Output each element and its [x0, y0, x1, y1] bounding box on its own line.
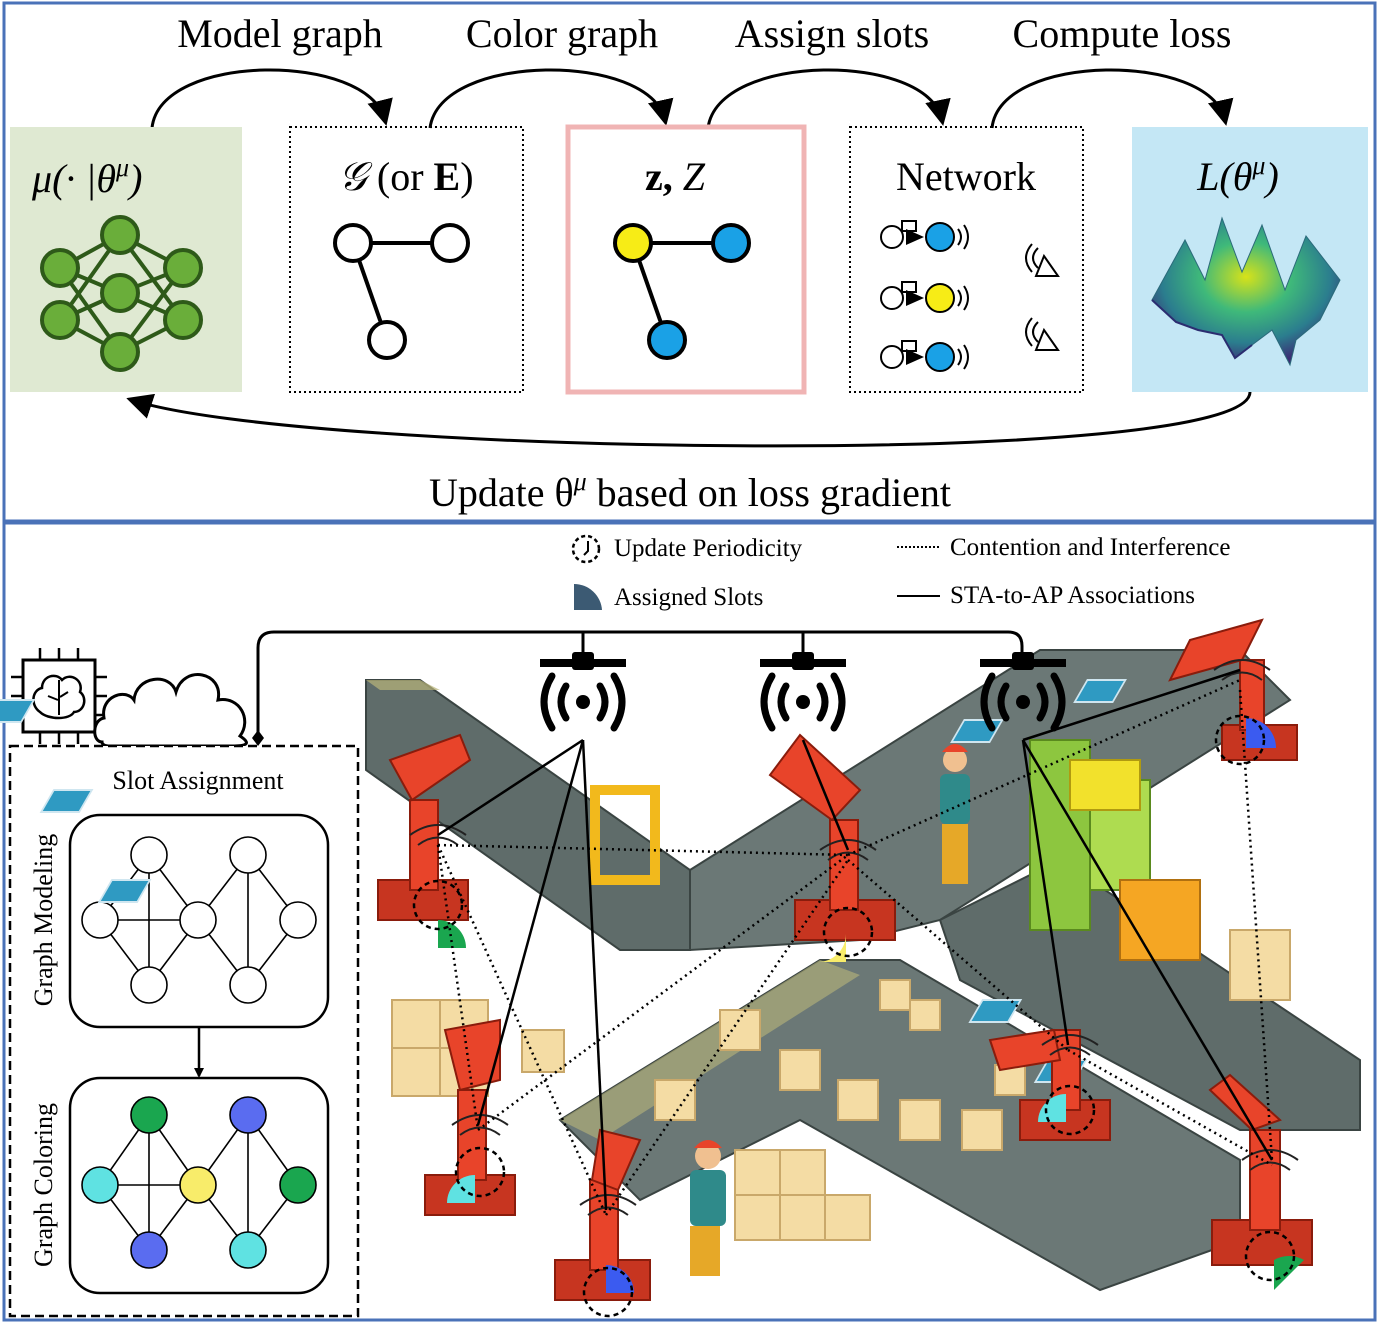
periodicity-robot-7 — [1244, 1230, 1296, 1282]
legend-contention: Contention and Interference — [950, 534, 1230, 561]
cargo-box — [909, 999, 941, 1031]
arrow-compute-loss — [990, 68, 1234, 129]
station-row-3 — [880, 340, 969, 372]
cloud-icon — [93, 673, 248, 748]
legend: Update Periodicity Assigned Slots Conten… — [571, 534, 1230, 611]
arrow-assign-slots — [706, 68, 951, 129]
cargo-box — [824, 1194, 871, 1241]
periodicity-robot-2 — [822, 906, 874, 958]
slot-wedge-robot-6 — [1038, 1094, 1066, 1122]
cargo-box — [837, 1079, 879, 1121]
signal-icon — [957, 224, 969, 250]
step-label-compute-loss: Compute loss — [1013, 11, 1232, 56]
step-label-model-graph: Model graph — [177, 11, 383, 56]
robot-arm-4 — [424, 1018, 516, 1216]
station-row-2 — [880, 281, 969, 313]
slot-wedge-robot-3 — [1246, 718, 1276, 748]
arch-machine — [590, 785, 660, 885]
step-label-color-graph: Color graph — [466, 11, 658, 56]
graph-box — [289, 126, 524, 393]
packet-icon — [901, 281, 917, 293]
factory-floor — [0, 618, 1361, 1318]
cargo-box — [899, 1099, 941, 1141]
feedback-arrow — [126, 391, 1252, 448]
cargo-box — [719, 1009, 761, 1051]
signal-icon — [957, 285, 969, 311]
station-node-blue — [925, 222, 955, 252]
cargo-box — [879, 979, 911, 1011]
access-point-icon-2 — [1025, 317, 1060, 351]
coloring-box — [565, 124, 807, 395]
neural-network-icon — [40, 215, 203, 372]
slot-wedge-robot-4 — [447, 1175, 475, 1203]
update-periodicity-icon — [571, 534, 601, 564]
association-lines — [437, 668, 1274, 1211]
brain-chip-icon — [11, 648, 107, 744]
network-stations — [880, 220, 1060, 372]
robot-arm-7 — [1208, 1073, 1313, 1266]
slot-wedge-robot-7 — [1274, 1255, 1304, 1290]
graph-icon — [333, 223, 470, 360]
loss-label: L(θμ) — [1196, 151, 1279, 199]
step-label-assign-slots: Assign slots — [735, 11, 930, 56]
access-point-3 — [980, 652, 1066, 732]
arrow-model-graph — [150, 68, 393, 129]
network-label: Network — [896, 154, 1036, 199]
arrow-color-graph — [428, 68, 674, 129]
clock-icon — [880, 286, 904, 310]
cargo-box — [654, 1079, 696, 1121]
colored-graph-icon — [613, 223, 751, 360]
periodicity-robot-5 — [582, 1266, 634, 1318]
periodicity-robot-1 — [412, 879, 464, 931]
periodicity-robot-3 — [1214, 714, 1266, 766]
access-point-2 — [760, 652, 846, 732]
clock-icon — [880, 345, 904, 369]
graph-coloring-graph — [81, 1096, 317, 1269]
station-node-yellow — [925, 283, 955, 313]
clock-icon — [880, 225, 904, 249]
coloring-label: z, Z — [645, 154, 706, 199]
update-label: Update θμ based on loss gradient — [429, 467, 951, 515]
cargo-box — [391, 999, 441, 1049]
legend-update-periodicity: Update Periodicity — [614, 535, 803, 562]
station-row-1 — [880, 220, 969, 252]
cargo-box — [779, 1194, 826, 1241]
signal-icon — [957, 344, 969, 370]
network-box — [849, 126, 1084, 393]
legend-assigned-slots: Assigned Slots — [614, 584, 763, 611]
access-point-1 — [540, 652, 626, 732]
cargo-box — [779, 1049, 821, 1091]
worker-center — [940, 744, 970, 884]
periodicity-robot-4 — [454, 1146, 506, 1198]
cargo-box — [961, 1109, 1003, 1151]
cargo-box — [734, 1194, 781, 1241]
packet-icon — [901, 340, 917, 352]
cargo-box — [391, 1047, 441, 1097]
loss-landscape-icon — [1151, 216, 1341, 367]
slot-assignment-title: Slot Assignment — [112, 766, 284, 795]
bottom-panel-frame — [2, 521, 1377, 1322]
periodicity-robot-6 — [1044, 1084, 1096, 1136]
graph-coloring-label: Graph Coloring — [29, 1103, 58, 1267]
graph-label: 𝒢 (or E) — [338, 154, 473, 199]
cargo-box — [779, 1149, 826, 1196]
assigned-slots-icon — [574, 583, 602, 610]
policy-label: μ(· |θμ) — [31, 153, 142, 201]
packet-icon — [901, 220, 917, 232]
top-panel-frame — [2, 1, 1377, 523]
contention-lines — [436, 678, 1274, 1216]
cargo-box — [521, 1029, 565, 1073]
access-point-icon-1 — [1025, 243, 1060, 277]
cargo-box — [734, 1149, 781, 1196]
graph-modeling-label: Graph Modeling — [29, 834, 58, 1007]
cargo-box — [1229, 929, 1291, 1001]
worker-lower — [690, 1140, 726, 1276]
slot-wedge-robot-5 — [606, 1265, 634, 1293]
legend-association: STA-to-AP Associations — [950, 582, 1195, 609]
station-node-blue — [925, 342, 955, 372]
